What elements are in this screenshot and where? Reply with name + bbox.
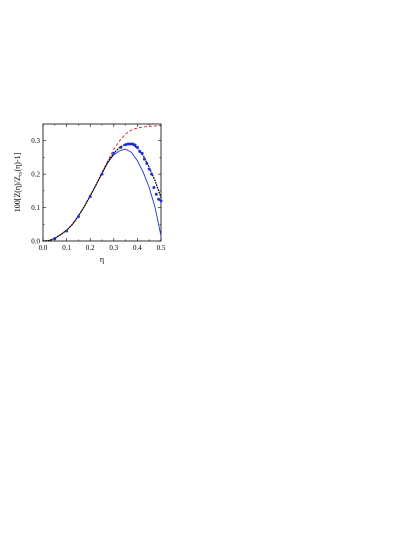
x-tick-label: 0.4 <box>133 244 142 252</box>
series-3-point <box>150 172 154 176</box>
series-3-point <box>65 229 69 233</box>
x-tick-label: 0.2 <box>86 244 95 252</box>
series-3-point <box>88 195 92 199</box>
y-tick-label: 0.2 <box>31 171 40 179</box>
x-tick-label: 0.5 <box>157 244 166 252</box>
series-3-point <box>142 157 146 161</box>
series-3-point <box>154 192 158 196</box>
series-3-point <box>145 161 149 165</box>
series-3-point <box>135 145 139 149</box>
y-axis: 0.0 0.1 0.2 0.3 <box>31 137 161 246</box>
series-3-point <box>112 151 116 155</box>
series-3-point <box>100 172 104 176</box>
plot-frame <box>42 123 162 242</box>
series-3-point <box>76 215 80 219</box>
series-3-point <box>126 142 130 146</box>
x-axis-label: η <box>100 255 104 264</box>
series-3-point <box>124 143 128 147</box>
x-tick-label: 0.1 <box>62 244 71 252</box>
series-3-point <box>140 151 144 155</box>
series-1-line <box>42 124 162 242</box>
series-3-point <box>157 197 161 201</box>
plot-area: 0.0 0.1 0.2 0.3 0.4 0.5 0.0 0.1 0.2 0.3 <box>31 123 166 252</box>
series-3-point <box>119 145 123 149</box>
y-tick-label: 0.3 <box>31 137 40 145</box>
series-3-point <box>128 142 132 146</box>
series-3-point <box>147 167 151 171</box>
series-3-point <box>159 199 163 203</box>
series-3-point <box>53 237 57 241</box>
series-0-line <box>42 148 162 242</box>
series-3-point <box>133 143 137 147</box>
x-tick-label: 0.0 <box>39 244 48 252</box>
series-3-point <box>131 142 135 146</box>
y-tick-label: 0.0 <box>31 238 40 246</box>
x-tick-label: 0.3 <box>109 244 118 252</box>
x-axis: 0.0 0.1 0.2 0.3 0.4 0.5 <box>39 124 166 252</box>
series-3-point <box>152 186 156 190</box>
series-layer <box>42 124 163 242</box>
y-tick-label: 0.1 <box>31 204 40 212</box>
y-axis-label: 100[Z(η)/Zcs(η)-1] <box>13 152 24 212</box>
series-3-point <box>138 149 142 153</box>
